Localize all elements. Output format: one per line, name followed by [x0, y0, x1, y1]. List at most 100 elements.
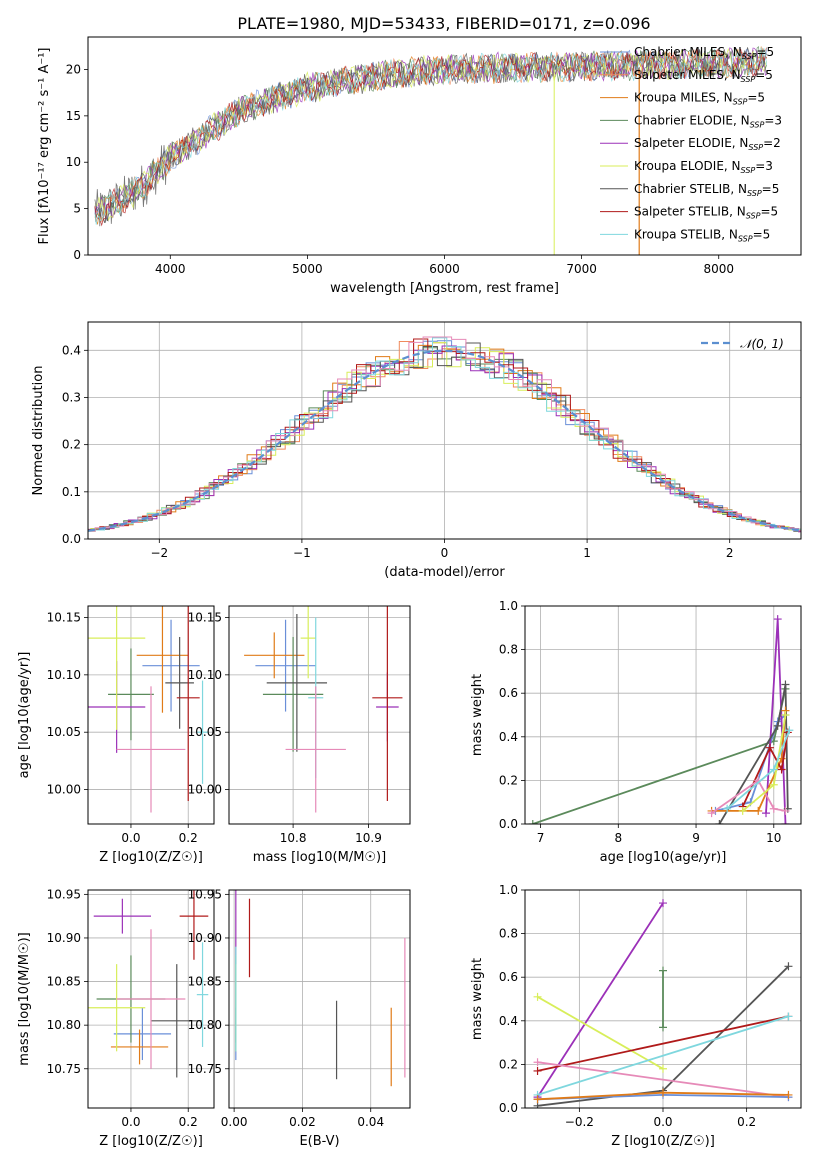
- residual-histogram: [88, 347, 801, 532]
- axes-frame: [524, 605, 802, 825]
- residual-histogram: [88, 345, 801, 533]
- series-marker: [773, 721, 782, 730]
- legend-entry: Kroupa STELIB, NSSP=5: [634, 227, 770, 243]
- errorbar-point: [93, 898, 151, 934]
- x-tick-label: 0.0: [121, 831, 140, 845]
- y-tick-label: 0.8: [499, 927, 518, 941]
- errorbar-point: [88, 964, 146, 1052]
- plot-area: [88, 890, 209, 1078]
- y-tick-label: 0.4: [499, 1014, 518, 1028]
- y-tick-label: 10: [66, 155, 81, 169]
- series-line: [537, 1015, 789, 1072]
- x-tick-label: 0: [441, 546, 449, 560]
- y-tick-label: 10.15: [47, 610, 81, 624]
- legend-tail: =2: [763, 136, 781, 150]
- plot-residuals: −2 −1 0 1 2 0.0 0.1 0.2 0.3 0.4 (data-model)/error…: [31, 321, 802, 580]
- y-axis-label: mass weight: [470, 674, 485, 756]
- series-line: [537, 996, 664, 1070]
- legend-text: Kroupa MILES, N: [634, 91, 733, 105]
- mass-weight-series: [528, 684, 790, 824]
- errorbar-point: [116, 929, 186, 1069]
- x-tick-label: 2: [726, 546, 734, 560]
- y-tick-label: 1.0: [499, 883, 518, 897]
- errorbar-point: [165, 636, 194, 729]
- x-tick-label: 10.9: [355, 831, 382, 845]
- series-marker: [533, 1066, 542, 1075]
- mass-weight-series: [738, 711, 790, 815]
- errorbar-point: [88, 606, 146, 730]
- legend-tail: =5: [755, 68, 773, 82]
- axes-frame: [228, 605, 411, 825]
- legend-tail: =5: [753, 227, 771, 241]
- errorbar-point: [244, 632, 305, 679]
- y-tick-label: 0.2: [499, 1057, 518, 1071]
- plot-area: [94, 45, 768, 255]
- axes-frame: [87, 605, 215, 825]
- series-marker: [533, 1058, 542, 1067]
- legend-sub: SSP: [733, 98, 748, 107]
- series-marker: [781, 711, 790, 719]
- series-marker: [528, 820, 537, 824]
- series-marker: [738, 806, 747, 815]
- legend-normal: 𝒩(0, 1): [740, 337, 784, 351]
- figure-title: PLATE=1980, MJD=53433, FIBERID=0171, z=0…: [237, 14, 650, 33]
- series-marker: [533, 1095, 542, 1104]
- mass-weight-series: [533, 1088, 793, 1104]
- x-tick-label: 8000: [703, 262, 734, 276]
- y-axis-label: mass [log10(M/M☉)]: [17, 932, 32, 1065]
- axes-frame: [87, 36, 802, 256]
- errorbar-point: [176, 606, 200, 802]
- series-marker: [754, 806, 763, 815]
- x-tick-label: 0.2: [179, 831, 198, 845]
- legend-entry: Chabrier MILES, NSSP=5: [634, 45, 774, 61]
- legend-entry: Salpeter MILES, NSSP=5: [634, 68, 773, 84]
- y-tick-label: 10.10: [188, 668, 222, 682]
- series-line: [718, 684, 789, 824]
- series-marker: [785, 726, 794, 735]
- legend-entry: Salpeter STELIB, NSSP=5: [634, 205, 778, 221]
- y-tick-label: 10.15: [188, 610, 222, 624]
- y-tick-label: 10.80: [47, 1018, 81, 1032]
- y-tick-label: 10.10: [47, 668, 81, 682]
- legend-text: Salpeter ELODIE, N: [634, 136, 748, 150]
- x-tick-label: 10.8: [280, 831, 307, 845]
- plot-area: [244, 606, 403, 813]
- mass-weight-series: [723, 726, 794, 813]
- series-marker: [707, 809, 716, 818]
- y-tick-label: 0.2: [62, 438, 81, 452]
- x-tick-label: 4000: [155, 262, 186, 276]
- series-marker: [659, 1023, 667, 1032]
- model-spectrum: [94, 47, 768, 225]
- plot-area: [88, 336, 801, 533]
- y-tick-label: 0.0: [62, 532, 81, 546]
- series-line: [741, 732, 789, 807]
- x-axis-label: Z [log10(Z/Z☉)]: [99, 1134, 203, 1149]
- legend-text: Salpeter STELIB, N: [634, 205, 746, 219]
- y-tick-label: 10.95: [188, 887, 222, 901]
- series-marker: [784, 1012, 793, 1021]
- x-tick-label: 0.0: [653, 1115, 672, 1129]
- y-tick-label: 5: [73, 202, 81, 216]
- y-tick-label: 0.1: [62, 485, 81, 499]
- legend-text: Chabrier MILES, N: [634, 45, 742, 59]
- plot-area: [235, 890, 406, 1087]
- series-marker: [533, 992, 542, 1001]
- series-marker: [784, 1090, 793, 1099]
- model-spectrum: [94, 48, 768, 227]
- errorbar-point: [372, 606, 403, 802]
- y-tick-label: 15: [66, 109, 81, 123]
- legend-text: Chabrier ELODIE, N: [634, 113, 750, 127]
- series-marker: [769, 804, 778, 813]
- series-line: [537, 1015, 789, 1096]
- plot-mass_vs_Z: 0.0 0.2 10.75 10.80 10.85 10.90 10.95 Z [log10(…: [17, 887, 215, 1149]
- x-axis-label: age [log10(age/yr)]: [600, 850, 727, 865]
- errorbar-point: [179, 890, 209, 960]
- y-tick-label: 20: [66, 62, 81, 76]
- errorbar-point: [151, 964, 203, 1078]
- plot-age_vs_Z: 0.0 0.2 10.00 10.05 10.10 10.15 Z [log10(Z/Z☉)…: [17, 605, 215, 865]
- mass-weight-series: [659, 966, 667, 1032]
- legend-sub: SSP: [738, 234, 753, 243]
- y-tick-label: 0: [73, 248, 81, 262]
- y-axis-label: Flux [fλ10⁻¹⁷ erg cm⁻² s⁻¹ A⁻¹]: [37, 48, 52, 245]
- y-tick-label: 10.00: [188, 783, 222, 797]
